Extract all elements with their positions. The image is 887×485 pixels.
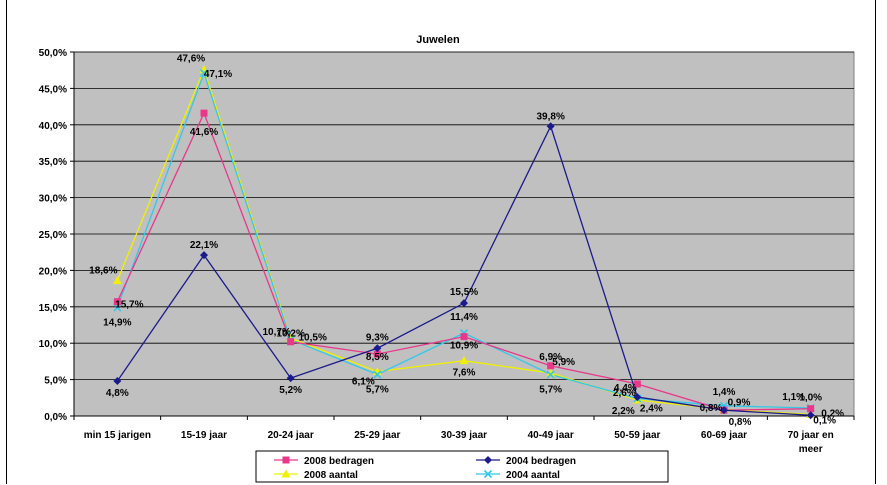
data-label: 15,7% (115, 300, 143, 311)
x-tick-label: 25-29 jaar (354, 430, 400, 441)
data-point (373, 350, 381, 358)
data-label: 0,9% (728, 397, 751, 408)
legend-label: 2004 aantal (506, 470, 560, 481)
data-label: 10,7% (262, 327, 290, 338)
x-tick-label: 70 jaar en meer (788, 430, 834, 455)
data-label: 47,6% (177, 53, 205, 64)
data-label: 6,1% (352, 377, 375, 388)
legend-box (255, 450, 669, 483)
x-tick-label: 15-19 jaar (181, 430, 227, 441)
legend-marker (282, 456, 290, 464)
data-point (720, 406, 728, 415)
data-label: 6,9% (539, 352, 562, 363)
data-label: 15,5% (450, 287, 478, 298)
data-point (286, 374, 295, 383)
gridlines (74, 51, 854, 381)
legend-marker (281, 469, 291, 478)
legend-marker (484, 456, 492, 464)
data-point (112, 276, 122, 285)
y-tick-label: 20,0% (39, 266, 67, 277)
y-tick-label: 0,0% (44, 412, 67, 423)
data-label: 5,2% (279, 385, 302, 396)
data-point (633, 380, 641, 388)
y-tick-label: 35,0% (39, 157, 67, 168)
series-markers (112, 64, 816, 420)
data-label: 47,1% (204, 69, 232, 80)
y-tick-label: 30,0% (39, 194, 67, 205)
data-label: 0,8% (700, 403, 723, 414)
data-label: 22,1% (190, 240, 218, 251)
data-label: 2,4% (640, 404, 663, 415)
data-point (200, 109, 208, 117)
data-label: 0,1% (813, 415, 836, 426)
data-label: 1,4% (713, 387, 736, 398)
data-label: 4,8% (106, 388, 129, 399)
x-tick-label: 50-59 jaar (614, 430, 660, 441)
y-tick-label: 25,0% (39, 230, 67, 241)
data-point (806, 411, 815, 420)
data-point (113, 377, 122, 386)
data-point (199, 69, 209, 78)
data-labels: 15,7% 41,6% 10,2% 8,5% 10,9% 6,9% 4,4% 0,8% 1,0%… (89, 53, 844, 428)
data-label: 39,8% (536, 111, 564, 122)
x-axis: min 15 jarigen 15-19 jaar 20-24 jaar 25-29 … (73, 415, 855, 455)
y-tick-label: 10,0% (39, 339, 67, 350)
chart-frame (6, 0, 876, 484)
legend-label: 2004 bedragen (506, 456, 576, 467)
data-point (633, 393, 642, 402)
data-label: 0,8% (729, 417, 752, 428)
data-point (807, 405, 815, 413)
data-label: 10,9% (450, 341, 478, 352)
y-tick-label: 15,0% (39, 303, 67, 314)
data-label: 5,7% (366, 385, 389, 396)
y-tick-label: 40,0% (39, 121, 67, 132)
y-tick-label: 5,0% (44, 376, 67, 387)
data-label: 1,0% (799, 393, 822, 404)
data-label: 2,6% (613, 388, 636, 399)
data-point (546, 368, 556, 377)
data-label: 10,2% (276, 329, 304, 340)
chart-title: Juwelen (416, 34, 460, 46)
data-label: 41,6% (190, 127, 218, 138)
data-label: 8,5% (366, 352, 389, 363)
legend: 2008 bedragen 2004 bedragen 2008 aantal 200… (255, 450, 669, 483)
data-point (546, 122, 555, 131)
data-point (200, 251, 208, 260)
data-point (459, 356, 469, 365)
data-label: 1,1% (782, 392, 805, 403)
data-label: 14,9% (103, 318, 131, 329)
data-label: 5,7% (539, 385, 562, 396)
data-point (113, 298, 121, 306)
data-label: 7,6% (453, 368, 476, 379)
x-tick-label: 60-69 jaar (701, 430, 747, 441)
data-label: 18,6% (89, 266, 117, 277)
data-label: 0,2% (821, 409, 844, 420)
y-tick-label: 50,0% (39, 48, 67, 59)
data-point (287, 338, 295, 346)
data-label: 9,3% (366, 332, 389, 343)
x-tick-label: 20-24 jaar (268, 430, 314, 441)
data-point (547, 362, 555, 370)
data-point (460, 333, 468, 341)
data-point (373, 370, 382, 379)
data-label: 2,2% (612, 406, 635, 417)
x-tick-label: 30-39 jaar (441, 430, 487, 441)
data-label: 10,5% (298, 333, 326, 344)
legend-label: 2008 aantal (304, 470, 358, 481)
y-tick-label: 45,0% (39, 84, 67, 95)
data-label: 5,9% (552, 357, 575, 368)
x-tick-label: min 15 jarigen (84, 430, 151, 441)
data-label: 11,4% (450, 312, 478, 323)
legend-marker (483, 469, 493, 479)
data-point (460, 299, 468, 308)
x-tick-label: 40-49 jaar (528, 430, 574, 441)
data-point (546, 370, 555, 379)
y-axis: 0,0% 5,0% 10,0% 15,0% 20,0% 25,0% 30,0% 35,0% 40… (39, 48, 75, 423)
legend-label: 2008 bedragen (304, 456, 374, 467)
data-label: 4,4% (614, 383, 637, 394)
data-point (373, 344, 382, 353)
